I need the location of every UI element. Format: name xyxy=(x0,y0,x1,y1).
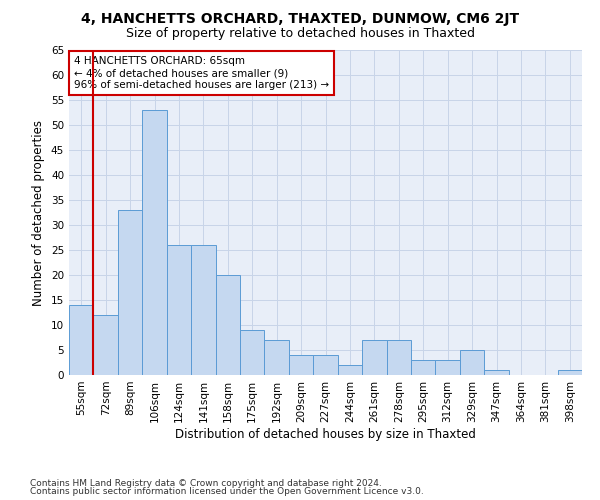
Text: 4, HANCHETTS ORCHARD, THAXTED, DUNMOW, CM6 2JT: 4, HANCHETTS ORCHARD, THAXTED, DUNMOW, C… xyxy=(81,12,519,26)
Bar xyxy=(289,355,313,375)
Bar xyxy=(69,305,94,375)
Text: Contains HM Land Registry data © Crown copyright and database right 2024.: Contains HM Land Registry data © Crown c… xyxy=(30,478,382,488)
Bar xyxy=(362,340,386,375)
Bar xyxy=(215,275,240,375)
Bar xyxy=(240,330,265,375)
Text: Contains public sector information licensed under the Open Government Licence v3: Contains public sector information licen… xyxy=(30,487,424,496)
Bar xyxy=(338,365,362,375)
Bar xyxy=(191,245,215,375)
Text: 4 HANCHETTS ORCHARD: 65sqm
← 4% of detached houses are smaller (9)
96% of semi-d: 4 HANCHETTS ORCHARD: 65sqm ← 4% of detac… xyxy=(74,56,329,90)
Bar xyxy=(484,370,509,375)
Bar xyxy=(411,360,436,375)
X-axis label: Distribution of detached houses by size in Thaxted: Distribution of detached houses by size … xyxy=(175,428,476,440)
Bar xyxy=(142,110,167,375)
Bar xyxy=(167,245,191,375)
Bar xyxy=(436,360,460,375)
Bar xyxy=(265,340,289,375)
Y-axis label: Number of detached properties: Number of detached properties xyxy=(32,120,46,306)
Bar xyxy=(460,350,484,375)
Text: Size of property relative to detached houses in Thaxted: Size of property relative to detached ho… xyxy=(125,28,475,40)
Bar xyxy=(557,370,582,375)
Bar xyxy=(94,315,118,375)
Bar xyxy=(313,355,338,375)
Bar xyxy=(386,340,411,375)
Bar xyxy=(118,210,142,375)
